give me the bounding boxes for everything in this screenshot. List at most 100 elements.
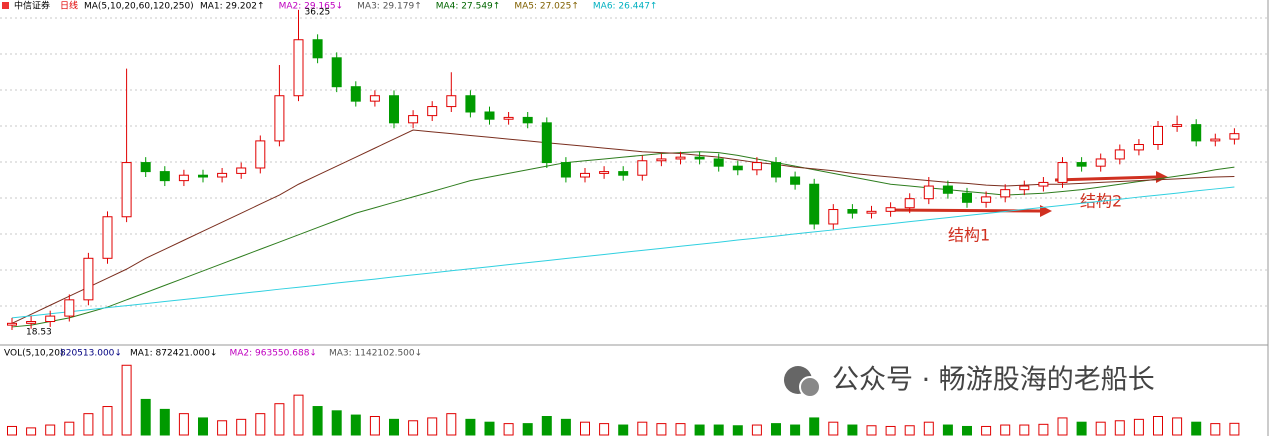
volume-bar	[732, 425, 743, 436]
volume-bar	[541, 416, 552, 436]
volume-bar	[255, 413, 266, 436]
candle-body	[446, 95, 457, 108]
candle-body	[771, 162, 781, 178]
stock-name: 中信证券	[14, 0, 50, 12]
volume-bar	[83, 413, 94, 436]
candle-body	[465, 95, 476, 113]
candle-body	[560, 162, 571, 178]
candle-body	[484, 111, 495, 120]
volume-bar	[1095, 421, 1106, 436]
candle-body	[732, 165, 743, 171]
arrow	[1054, 175, 1157, 182]
candle-body	[274, 95, 285, 142]
volume-bar	[217, 420, 228, 436]
candle-body	[790, 176, 801, 185]
candle-body	[847, 209, 858, 214]
candle-body	[1114, 149, 1125, 160]
volume-bar	[522, 423, 533, 436]
wechat-icon	[799, 376, 821, 398]
candle-body	[1019, 185, 1030, 191]
candle-body	[751, 162, 762, 171]
candle-body	[1210, 138, 1221, 142]
volume-bar	[637, 421, 648, 436]
high-label: 36.25	[305, 8, 331, 18]
candle-body	[1095, 158, 1106, 167]
volume-bar	[293, 394, 304, 436]
volume-bar	[675, 423, 686, 436]
volume-bar	[828, 421, 839, 436]
volume-bar	[599, 423, 610, 436]
volume-bar	[1019, 424, 1030, 436]
candle-body	[675, 156, 686, 160]
ma-params: MA(5,10,20,60,120,250)	[84, 2, 194, 12]
volume-bar	[312, 406, 323, 436]
volume-bar	[885, 425, 896, 436]
volume-bar	[923, 421, 934, 436]
annotation: 结构1	[948, 226, 990, 245]
candle-body	[541, 122, 552, 164]
volume-bar	[751, 424, 762, 436]
candle-body	[236, 167, 247, 174]
candle-body	[427, 106, 438, 117]
volume-bar	[369, 416, 380, 436]
candle-body	[408, 115, 419, 124]
candle-body	[121, 162, 132, 218]
grid	[0, 17, 1268, 307]
candle-body	[1229, 133, 1240, 140]
candle-body	[713, 158, 724, 167]
arrow-head	[1040, 205, 1052, 217]
volume-bar	[560, 418, 571, 436]
volume-bar	[503, 423, 514, 436]
volume-ma-label: MA3: 1142102.500↓	[329, 349, 422, 359]
candle-body	[312, 39, 323, 59]
candle-body	[618, 171, 629, 176]
candle-body	[503, 116, 514, 120]
candle-body	[64, 299, 75, 317]
candle-body	[1057, 162, 1068, 183]
ma-line	[11, 129, 1235, 324]
volume-bar	[713, 424, 724, 436]
volume-bar	[7, 425, 17, 436]
volume-bar	[350, 414, 361, 436]
volume-bar	[1076, 421, 1087, 436]
volume-bar	[1038, 423, 1049, 436]
candle-body	[809, 183, 820, 225]
volume-bar	[64, 421, 75, 436]
candle-body	[637, 160, 648, 176]
volume-bar	[274, 403, 285, 436]
candle-body	[904, 198, 915, 209]
volume-bar	[198, 417, 208, 436]
volume-bar	[178, 413, 189, 436]
icon	[2, 2, 9, 9]
ma-label: MA4: 27.549↑	[436, 2, 501, 12]
candle-body	[942, 185, 953, 194]
candle-body	[1172, 124, 1183, 127]
volume-bar	[694, 424, 705, 436]
ma-line	[11, 151, 1235, 328]
volume-bar	[1210, 423, 1221, 436]
volume-bar	[580, 421, 590, 436]
volume-bar	[981, 425, 992, 436]
candle-body	[159, 171, 170, 182]
candle-body	[828, 209, 839, 225]
watermark-text: 公众号 · 畅游股海的老船长	[832, 365, 1155, 396]
candle-body	[694, 156, 705, 160]
candle-body	[962, 192, 972, 203]
volume-bar	[618, 424, 629, 436]
volume-bar	[790, 424, 801, 436]
candle-body	[140, 162, 151, 173]
ma-label: MA1: 29.202↑	[200, 2, 265, 12]
candle-body	[7, 322, 17, 326]
candle-body	[1153, 125, 1163, 146]
volume-bar	[446, 413, 457, 436]
candle-body	[293, 39, 304, 97]
volume-bar	[140, 398, 151, 436]
candle-body	[1191, 124, 1202, 142]
volume-bar	[904, 425, 915, 436]
candle-body	[522, 116, 533, 124]
watermark: 公众号 · 畅游股海的老船长	[784, 365, 1155, 398]
volume-bar	[236, 418, 247, 436]
